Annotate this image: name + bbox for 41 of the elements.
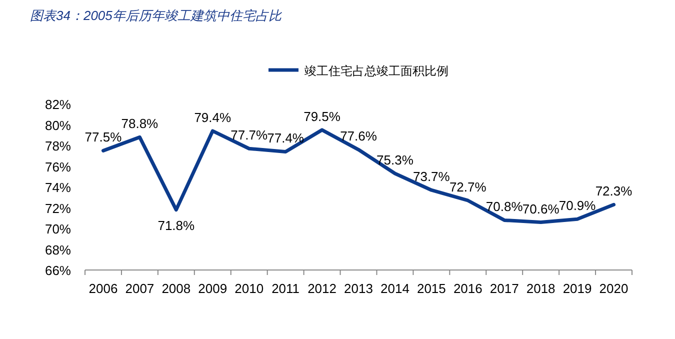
x-tick-label: 2016 bbox=[453, 281, 482, 296]
x-tick-label: 2014 bbox=[380, 281, 410, 296]
data-label: 78.8% bbox=[121, 116, 159, 132]
legend-label: 竣工住宅占总竣工面积比例 bbox=[304, 64, 448, 78]
data-label: 77.6% bbox=[340, 128, 378, 144]
y-tick-label: 82% bbox=[44, 97, 72, 112]
x-tick-label: 2018 bbox=[526, 281, 556, 296]
y-tick-label: 76% bbox=[44, 159, 72, 174]
chart-title: 图表34：2005年后历年竣工建筑中住宅占比 bbox=[30, 8, 282, 23]
x-tick-label: 2020 bbox=[599, 281, 628, 296]
data-label: 72.7% bbox=[449, 179, 487, 194]
y-tick-label: 78% bbox=[44, 138, 72, 154]
data-label: 70.8% bbox=[486, 199, 524, 214]
y-tick-label: 70% bbox=[44, 222, 72, 236]
data-label: 72.3% bbox=[595, 184, 633, 199]
x-tick-label: 2017 bbox=[490, 281, 519, 296]
data-label: 79.4% bbox=[194, 110, 232, 125]
x-tick-label: 2006 bbox=[88, 281, 118, 296]
x-tick-label: 2007 bbox=[125, 281, 154, 296]
x-tick-label: 2012 bbox=[308, 281, 336, 296]
data-label: 70.9% bbox=[558, 198, 596, 214]
y-tick-label: 74% bbox=[44, 180, 72, 195]
data-label: 75.3% bbox=[376, 152, 414, 168]
x-tick-label: 2009 bbox=[198, 281, 228, 296]
x-tick-label: 2010 bbox=[234, 281, 264, 296]
x-tick-label: 2015 bbox=[416, 281, 446, 296]
y-tick-label: 72% bbox=[44, 200, 72, 216]
data-label: 77.5% bbox=[84, 130, 122, 145]
data-label: 73.7% bbox=[412, 169, 450, 184]
data-label: 71.8% bbox=[158, 218, 196, 233]
y-tick-label: 80% bbox=[44, 118, 72, 133]
x-tick-label: 2008 bbox=[162, 281, 191, 296]
data-label: 77.7% bbox=[230, 128, 268, 143]
x-tick-label: 2019 bbox=[562, 281, 592, 296]
y-tick-label: 68% bbox=[44, 242, 72, 258]
x-tick-label: 2013 bbox=[344, 281, 373, 296]
data-label: 79.5% bbox=[304, 108, 341, 124]
data-label: 70.6% bbox=[522, 201, 560, 216]
x-tick-label: 2011 bbox=[272, 281, 300, 296]
y-tick-label: 66% bbox=[44, 263, 72, 278]
data-label: 77.4% bbox=[267, 130, 304, 146]
